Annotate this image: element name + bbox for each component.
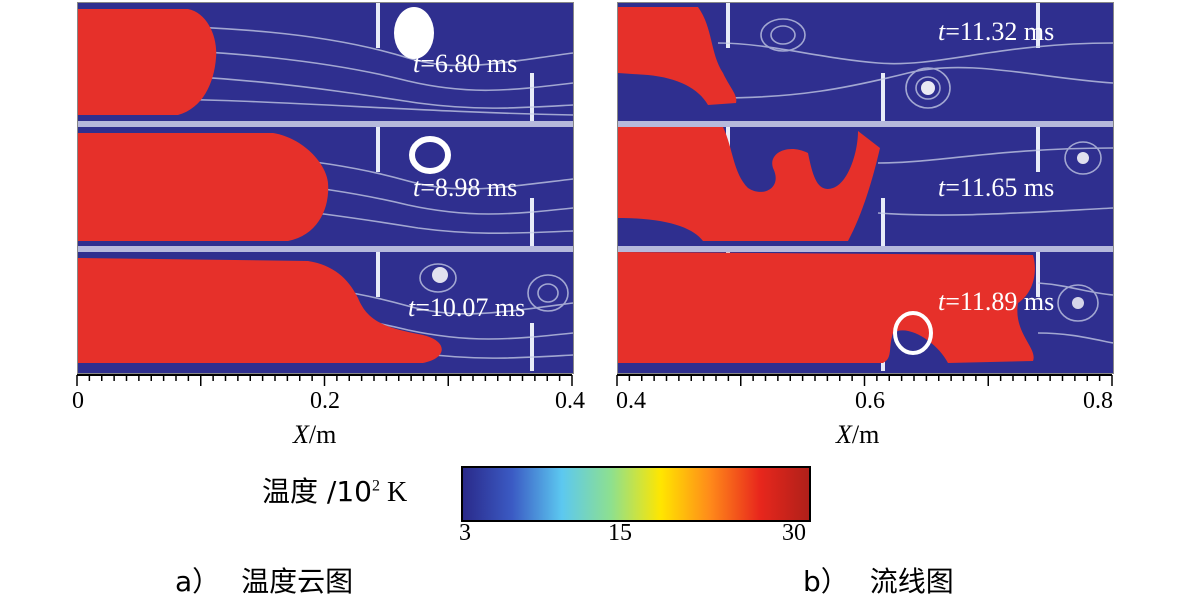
panel-b-field-svg bbox=[618, 3, 1113, 373]
axis-a-tick-2: 0.4 bbox=[555, 388, 585, 414]
panel-b-streamlines: t=11.32 ms t=11.65 ms t=11.89 ms bbox=[617, 2, 1114, 374]
colorbar-tick-min: 3 bbox=[459, 520, 471, 546]
axis-b-tick-1: 0.6 bbox=[855, 388, 885, 414]
axis-b-tick-0: 0.4 bbox=[616, 388, 646, 414]
panel-a-temperature-contour: t=6.80 ms t=8.98 ms t=10.07 ms bbox=[77, 2, 574, 374]
axis-a-tick-0: 0 bbox=[72, 388, 84, 414]
axis-a-tick-1: 0.2 bbox=[310, 388, 340, 414]
axis-b-tick-2: 0.8 bbox=[1083, 388, 1113, 414]
caption-a: a） 温度云图 bbox=[175, 565, 354, 598]
time-label-b2: t=11.65 ms bbox=[938, 173, 1055, 202]
caption-b: b） 流线图 bbox=[803, 565, 954, 598]
axis-b-ticks bbox=[616, 374, 1113, 386]
axis-b-title: X/m bbox=[836, 420, 880, 449]
time-label-a3: t=10.07 ms bbox=[408, 293, 526, 322]
axis-a-title: X/m bbox=[293, 420, 337, 449]
time-label-a2: t=8.98 ms bbox=[413, 173, 518, 202]
colorbar-title: 温度 /102 K bbox=[262, 475, 408, 508]
time-label-a1: t=6.80 ms bbox=[413, 49, 518, 78]
colorbar-tick-mid: 15 bbox=[608, 520, 632, 546]
time-label-b3: t=11.89 ms bbox=[938, 287, 1055, 316]
colorbar-tick-max: 30 bbox=[782, 520, 806, 546]
time-label-b1: t=11.32 ms bbox=[938, 17, 1055, 46]
axis-a-ticks bbox=[76, 374, 573, 386]
colorbar-gradient bbox=[461, 466, 811, 522]
panel-a-field-svg bbox=[78, 3, 573, 373]
